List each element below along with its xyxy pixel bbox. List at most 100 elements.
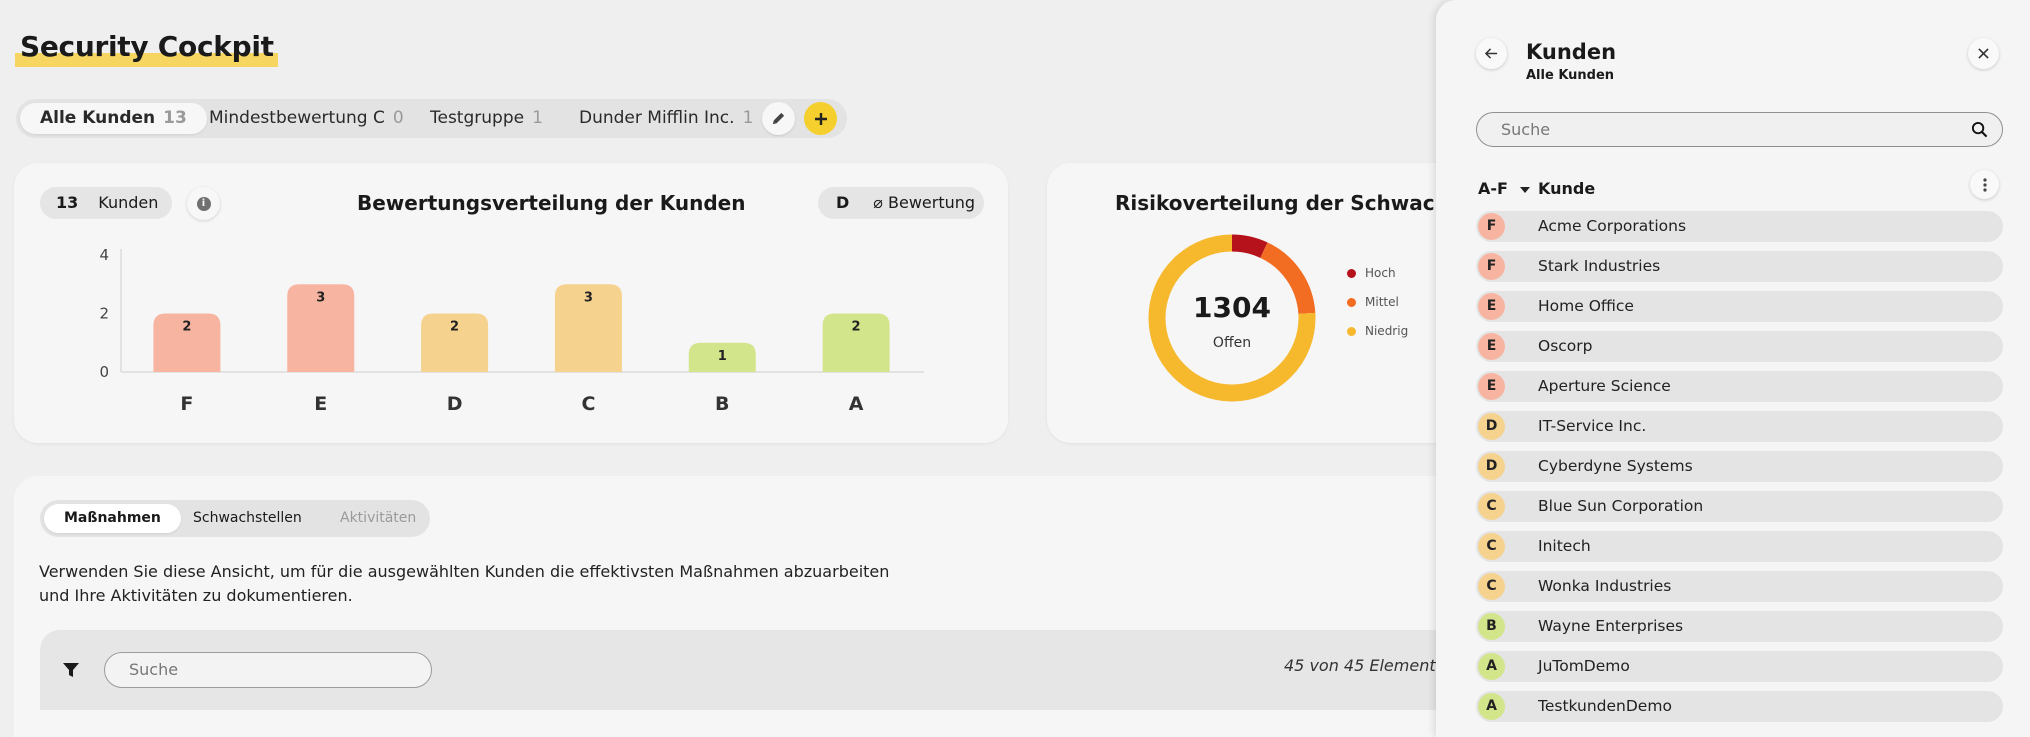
y-tick-label: 4 — [99, 246, 109, 264]
legend-swatch — [1347, 269, 1356, 278]
customer-row[interactable]: F Stark Industries — [1476, 251, 2003, 282]
customer-row[interactable]: A JuTomDemo — [1476, 651, 2003, 682]
search-icon[interactable] — [1971, 121, 1988, 138]
customers-panel: Kunden Alle Kunden Suche A-F Kunde F Acme… — [1436, 0, 2030, 737]
customer-row[interactable]: B Wayne Enterprises — [1476, 611, 2003, 642]
more-options-button[interactable] — [1970, 170, 1999, 199]
x-tick-label: C — [581, 393, 595, 415]
customer-search-input[interactable]: Suche — [1476, 112, 2003, 147]
customer-name: Acme Corporations — [1538, 217, 1687, 235]
tab-alle-kunden[interactable]: Alle Kunden 13 — [20, 103, 207, 134]
page-title: Security Cockpit — [15, 30, 278, 67]
customer-name: Blue Sun Corporation — [1538, 497, 1704, 515]
x-tick-label: D — [447, 393, 463, 415]
legend-item-mittel: Mittel — [1347, 295, 1399, 309]
add-group-button[interactable] — [804, 102, 837, 135]
panel-title: Kunden — [1526, 40, 1617, 64]
tab-dunder-mifflin[interactable]: Dunder Mifflin Inc. 1 — [579, 108, 754, 128]
customer-row[interactable]: C Wonka Industries — [1476, 571, 2003, 602]
grade-badge: F — [1478, 253, 1505, 280]
grade-badge: F — [1478, 213, 1505, 240]
bar-value-label: 2 — [182, 320, 191, 335]
average-rating-pill: D ⌀ Bewertung — [818, 187, 984, 219]
customer-name: Wonka Industries — [1538, 577, 1672, 595]
legend-swatch — [1347, 327, 1356, 336]
rating-bar-chart: 0 2 4 2 F 3 E 2 D 3 C 1 B 2 A — [99, 246, 924, 415]
customer-name: Home Office — [1538, 297, 1634, 315]
customer-name: IT-Service Inc. — [1538, 417, 1647, 435]
donut-slice-niedrig — [1148, 234, 1316, 402]
customer-row[interactable]: E Aperture Science — [1476, 371, 2003, 402]
risk-donut-chart — [1148, 234, 1316, 402]
customer-list: F Acme Corporations F Stark Industries E Home… — [1476, 211, 2003, 731]
tab-testgruppe[interactable]: Testgruppe 1 — [430, 108, 543, 128]
more-vertical-icon — [1982, 177, 1987, 192]
column-header-kunde: Kunde — [1538, 179, 1596, 198]
customer-row[interactable]: A TestkundenDemo — [1476, 691, 2003, 722]
tab-massnahmen[interactable]: Maßnahmen — [44, 504, 181, 533]
plus-icon — [814, 112, 827, 125]
caret-down-icon — [1519, 186, 1530, 193]
y-tick-label: 0 — [99, 363, 109, 381]
bar-a — [822, 313, 890, 372]
grade-badge: A — [1478, 693, 1505, 720]
measures-toolbar: Suche 45 von 45 Element(e — [40, 630, 1640, 710]
funnel-icon[interactable] — [62, 662, 80, 678]
pencil-icon — [772, 112, 785, 125]
measures-search-input[interactable]: Suche — [104, 652, 432, 688]
legend-item-hoch: Hoch — [1347, 266, 1396, 280]
customer-row[interactable]: C Initech — [1476, 531, 2003, 562]
customer-row[interactable]: C Blue Sun Corporation — [1476, 491, 2003, 522]
customer-row[interactable]: E Home Office — [1476, 291, 2003, 322]
info-icon: i — [196, 196, 211, 211]
grade-badge: E — [1478, 293, 1505, 320]
x-tick-label: E — [314, 393, 327, 415]
customer-row[interactable]: D IT-Service Inc. — [1476, 411, 2003, 442]
items-count: 45 von 45 Element(e — [1284, 656, 1452, 675]
customer-row[interactable]: E Oscorp — [1476, 331, 2003, 362]
edit-groups-button[interactable] — [762, 102, 795, 135]
bar-value-label: 2 — [450, 320, 459, 335]
info-button[interactable]: i — [187, 187, 220, 220]
rating-distribution-card: 13 Kunden i Bewertungsverteilung der Kund… — [14, 163, 1008, 443]
tab-schwachstellen[interactable]: Schwachstellen — [193, 510, 302, 526]
open-vulnerabilities-count: 1304 — [1193, 291, 1271, 324]
customer-name: TestkundenDemo — [1538, 697, 1672, 715]
close-button[interactable] — [1968, 38, 1999, 69]
customer-name: Stark Industries — [1538, 257, 1661, 275]
customer-row[interactable]: D Cyberdyne Systems — [1476, 451, 2003, 482]
arrow-left-icon — [1485, 48, 1498, 59]
grade-badge: E — [1478, 333, 1505, 360]
back-button[interactable] — [1476, 38, 1507, 69]
grade-badge: D — [1478, 453, 1505, 480]
customer-row[interactable]: F Acme Corporations — [1476, 211, 2003, 242]
view-tabs: Maßnahmen Schwachstellen Aktivitäten — [40, 500, 430, 537]
legend-item-niedrig: Niedrig — [1347, 324, 1408, 338]
panel-subtitle: Alle Kunden — [1526, 68, 1615, 83]
bar-c — [554, 284, 622, 372]
x-tick-label: B — [715, 393, 729, 415]
legend-swatch — [1347, 298, 1356, 307]
customer-count-pill: 13 Kunden — [40, 187, 172, 219]
grade-badge: C — [1478, 493, 1505, 520]
grade-badge: C — [1478, 573, 1505, 600]
view-description: Verwenden Sie diese Ansicht, um für die … — [39, 562, 890, 605]
measures-section: Maßnahmen Schwachstellen Aktivitäten Ver… — [14, 476, 1640, 737]
tab-aktivitaeten[interactable]: Aktivitäten — [340, 510, 417, 526]
customer-name: JuTomDemo — [1538, 657, 1630, 675]
rating-chart-title: Bewertungsverteilung der Kunden — [357, 191, 746, 215]
bar-b — [688, 342, 756, 372]
customer-name: Wayne Enterprises — [1538, 617, 1684, 635]
bar-e — [287, 284, 355, 372]
grade-badge: E — [1478, 373, 1505, 400]
bar-value-label: 2 — [852, 320, 861, 335]
bar-d — [421, 313, 489, 372]
grade-badge: C — [1478, 533, 1505, 560]
grade-badge: D — [1478, 413, 1505, 440]
sort-toggle[interactable]: A-F — [1478, 179, 1530, 198]
grade-badge: A — [1478, 653, 1505, 680]
customer-name: Cyberdyne Systems — [1538, 457, 1693, 475]
bar-value-label: 1 — [718, 349, 727, 364]
